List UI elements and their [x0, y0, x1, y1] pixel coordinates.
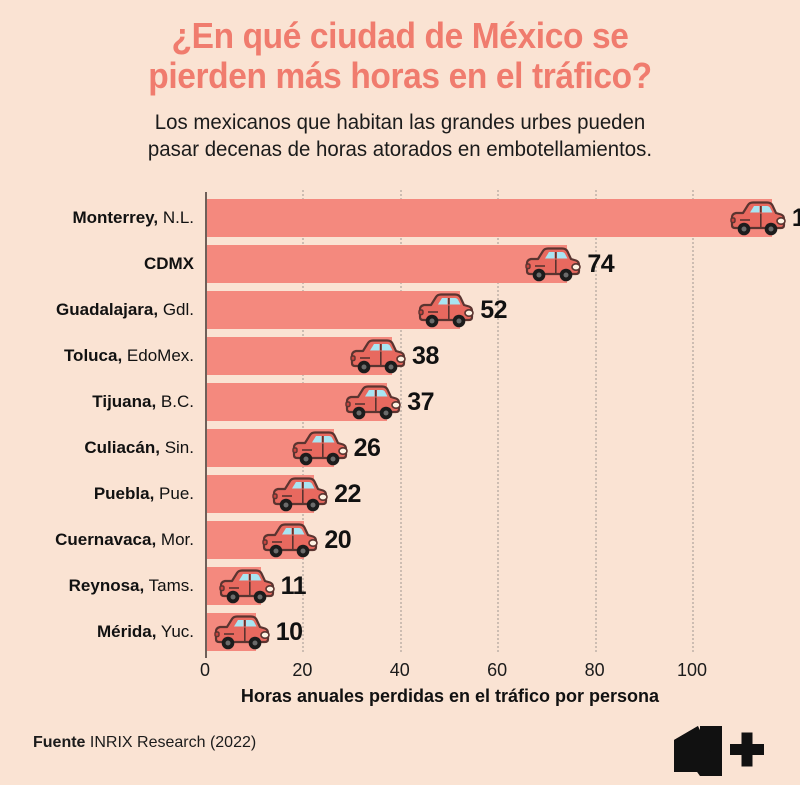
city-name: Guadalajara,	[56, 300, 159, 319]
bar-row[interactable]: Reynosa, Tams. 11	[0, 563, 800, 609]
car-icon	[215, 566, 277, 606]
city-name: Reynosa,	[68, 576, 145, 595]
car-icon	[521, 244, 583, 284]
bar-value-label: 116	[791, 204, 800, 232]
page-subtitle: Los mexicanos que habitan las grandes ur…	[147, 109, 653, 161]
source-credit: Fuente INRIX Research (2022)	[33, 734, 256, 752]
bar-row[interactable]: Culiacán, Sin. 26	[0, 425, 800, 471]
bar-row[interactable]: Monterrey, N.L. 116	[0, 195, 800, 241]
car-icon	[346, 336, 408, 376]
city-name: Toluca,	[63, 346, 123, 365]
bar-value-label: 52	[480, 296, 508, 324]
x-axis: 0 20 40 60 80 100 Horas anuales perdidas en e…	[0, 660, 800, 710]
car-icon	[726, 198, 788, 238]
city-name: Puebla,	[93, 484, 155, 503]
bar-category-label: Toluca, EdoMex.	[64, 333, 194, 379]
bar-category-label: CDMX	[144, 241, 194, 287]
state-abbrev: Gdl.	[158, 300, 194, 319]
bar	[207, 245, 568, 283]
bar-category-label: Tijuana, B.C.	[92, 379, 194, 425]
source-text: INRIX Research (2022)	[89, 734, 257, 751]
city-name: Monterrey,	[72, 208, 159, 227]
bar-value-label: 26	[353, 434, 381, 462]
bar-category-label: Culiacán, Sin.	[84, 425, 194, 471]
state-abbrev: N.L.	[158, 208, 194, 227]
bar-category-label: Mérida, Yuc.	[97, 609, 194, 655]
bar-row[interactable]: Guadalajara, Gdl. 52	[0, 287, 800, 333]
state-abbrev: EdoMex.	[122, 346, 194, 365]
bar-row[interactable]: Puebla, Pue. 22	[0, 471, 800, 517]
y-axis-line	[205, 192, 207, 658]
state-abbrev: Yuc.	[156, 622, 194, 641]
bar-value-label: 11	[280, 572, 307, 600]
page-title: ¿En qué ciudad de México se pierden más …	[148, 15, 652, 97]
source-label: Fuente	[33, 734, 86, 751]
bar-value-label: 38	[412, 342, 439, 370]
bar-value-label: 74	[587, 250, 615, 278]
city-name: Tijuana,	[92, 392, 157, 411]
bar-category-label: Monterrey, N.L.	[72, 195, 194, 241]
bar-value-label: 20	[324, 526, 352, 554]
city-name: Cuernavaca,	[55, 530, 157, 549]
bar	[207, 199, 772, 237]
x-axis-title: Horas anuales perdidas en el tráfico por…	[240, 686, 660, 706]
car-icon	[414, 290, 476, 330]
x-tick-label: 80	[584, 660, 605, 680]
bar	[207, 291, 461, 329]
x-tick-label: 60	[487, 660, 508, 680]
bar-row[interactable]: Toluca, EdoMex. 38	[0, 333, 800, 379]
x-tick-label: 20	[292, 660, 313, 680]
bar-row[interactable]: Cuernavaca, Mor. 20	[0, 517, 800, 563]
x-tick-label: 40	[389, 660, 410, 680]
state-abbrev: Sin.	[159, 438, 194, 457]
car-icon	[258, 520, 320, 560]
bar-row[interactable]: Mérida, Yuc. 10	[0, 609, 800, 655]
state-abbrev: Mor.	[156, 530, 194, 549]
car-icon	[210, 612, 272, 652]
bar-value-label: 10	[275, 618, 303, 646]
x-tick-label: 100	[676, 660, 708, 680]
state-abbrev: B.C.	[156, 392, 194, 411]
state-abbrev: Tams.	[144, 576, 194, 595]
car-icon	[341, 382, 403, 422]
bar-row[interactable]: CDMX 74	[0, 241, 800, 287]
chart-header: ¿En qué ciudad de México se pierden más …	[0, 0, 800, 162]
bar-value-label: 37	[407, 388, 434, 416]
bar-category-label: Reynosa, Tams.	[69, 563, 194, 609]
city-name: Mérida,	[96, 622, 157, 641]
chart-footer: Fuente INRIX Research (2022)	[0, 722, 800, 781]
city-name: Culiacán,	[84, 438, 160, 457]
state-abbrev: Pue.	[154, 484, 194, 503]
bar-category-label: Cuernavaca, Mor.	[55, 517, 194, 563]
nplus-logo	[670, 722, 766, 785]
bar-category-label: Puebla, Pue.	[94, 471, 194, 517]
bar-category-label: Guadalajara, Gdl.	[56, 287, 194, 333]
bar-value-label: 22	[334, 480, 361, 508]
bar-row[interactable]: Tijuana, B.C. 37	[0, 379, 800, 425]
bar-chart-plot: Monterrey, N.L. 116 CDMX 74 Guadalajara, Gdl…	[0, 190, 800, 660]
city-name: CDMX	[143, 254, 194, 273]
car-icon	[288, 428, 350, 468]
car-icon	[268, 474, 330, 514]
x-tick-label: 0	[199, 660, 211, 680]
